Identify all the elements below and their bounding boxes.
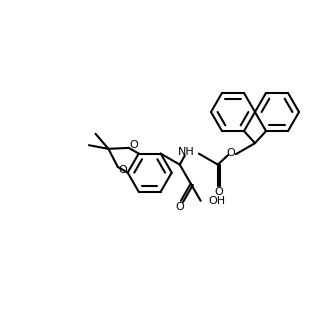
Text: O: O <box>176 202 184 212</box>
Text: O: O <box>214 186 223 196</box>
Text: O: O <box>227 148 235 158</box>
Text: O: O <box>118 165 127 175</box>
Text: O: O <box>129 140 138 150</box>
Text: OH: OH <box>209 196 226 206</box>
Text: NH: NH <box>178 147 195 157</box>
